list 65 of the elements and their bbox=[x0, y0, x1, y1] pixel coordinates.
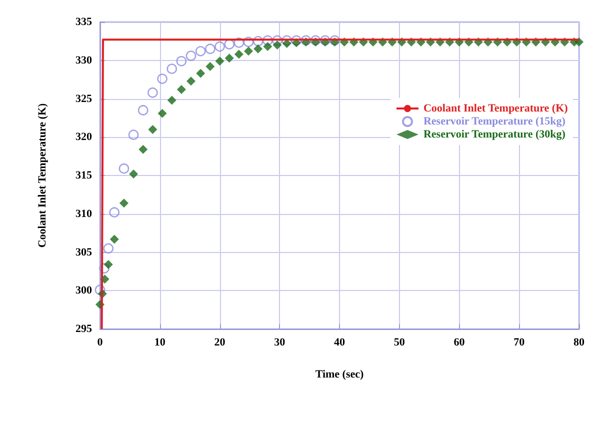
x-tick-label: 80 bbox=[574, 336, 585, 348]
y-tick-label: 320 bbox=[76, 131, 92, 144]
y-tick-label: 315 bbox=[76, 170, 92, 182]
y-tick-label: 335 bbox=[76, 16, 92, 28]
point bbox=[157, 74, 168, 84]
point bbox=[244, 46, 253, 56]
point bbox=[272, 40, 282, 50]
point bbox=[138, 105, 148, 116]
x-tick-label: 20 bbox=[214, 336, 226, 348]
y-axis-title: Coolant Inlet Temperature (K) bbox=[36, 103, 48, 248]
point bbox=[196, 68, 206, 78]
point bbox=[262, 35, 273, 46]
point bbox=[176, 56, 187, 66]
point bbox=[214, 41, 225, 52]
legend-label: Coolant Inlet Temperature (K) bbox=[423, 102, 568, 114]
point bbox=[195, 46, 206, 56]
point bbox=[224, 54, 234, 63]
point bbox=[99, 263, 110, 274]
x-axis-title: Time (sec) bbox=[315, 368, 364, 380]
point bbox=[118, 163, 130, 174]
point bbox=[110, 234, 119, 244]
x-tick-label: 0 bbox=[97, 336, 104, 348]
y-tick-label: 330 bbox=[76, 54, 92, 66]
point bbox=[234, 38, 244, 48]
y-tick-label: 305 bbox=[76, 246, 92, 258]
point bbox=[215, 56, 224, 66]
point bbox=[205, 44, 216, 54]
point bbox=[254, 44, 263, 54]
point bbox=[94, 284, 106, 296]
point bbox=[176, 85, 186, 94]
point bbox=[148, 87, 158, 98]
point bbox=[291, 35, 302, 46]
point bbox=[166, 64, 177, 74]
point bbox=[119, 198, 128, 208]
point bbox=[252, 36, 264, 46]
point bbox=[263, 42, 272, 52]
point bbox=[109, 207, 120, 218]
point bbox=[234, 50, 244, 59]
point bbox=[186, 76, 196, 86]
point bbox=[128, 130, 139, 140]
point bbox=[206, 62, 215, 72]
x-tick-label: 70 bbox=[514, 336, 526, 348]
point bbox=[186, 50, 196, 61]
point bbox=[224, 39, 234, 50]
point bbox=[103, 243, 114, 254]
point bbox=[158, 108, 167, 118]
point bbox=[104, 260, 113, 270]
point bbox=[272, 35, 282, 46]
point bbox=[282, 35, 292, 46]
x-tick-label: 10 bbox=[154, 336, 166, 348]
point bbox=[148, 124, 158, 134]
point bbox=[129, 169, 138, 178]
x-tick-label: 40 bbox=[334, 336, 346, 348]
point bbox=[243, 36, 254, 48]
x-tick-label: 60 bbox=[454, 336, 466, 348]
point bbox=[167, 96, 176, 105]
legend-label: Reservoir Temperature (15kg) bbox=[423, 116, 566, 128]
y-tick-label: 300 bbox=[76, 284, 92, 297]
x-tick-label: 50 bbox=[394, 336, 406, 348]
point bbox=[138, 144, 148, 154]
x-tick-label: 30 bbox=[274, 336, 286, 348]
legend-label: Reservoir Temperature (30kg) bbox=[423, 128, 566, 140]
y-tick-label: 325 bbox=[76, 92, 92, 105]
y-tick-label: 295 bbox=[76, 323, 92, 335]
y-tick-label: 310 bbox=[76, 208, 92, 220]
